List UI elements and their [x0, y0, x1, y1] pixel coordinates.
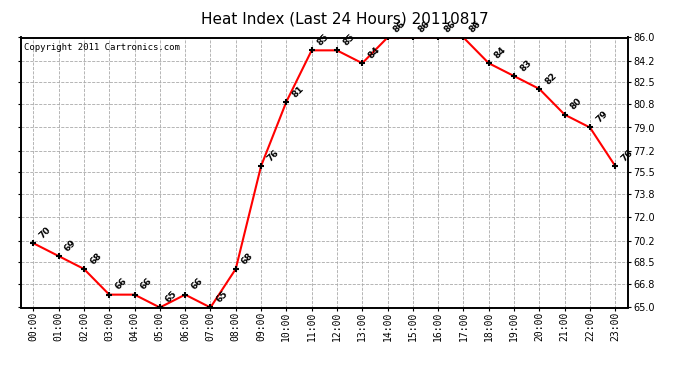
Text: 68: 68: [88, 251, 104, 266]
Text: 86: 86: [442, 20, 457, 35]
Text: 65: 65: [164, 290, 179, 305]
Text: 76: 76: [620, 148, 635, 163]
Text: 79: 79: [594, 110, 609, 125]
Text: 69: 69: [63, 238, 78, 253]
Text: 80: 80: [569, 97, 584, 112]
Text: 86: 86: [468, 20, 483, 35]
Text: 84: 84: [493, 45, 509, 60]
Text: 82: 82: [544, 71, 559, 86]
Text: 86: 86: [417, 20, 432, 35]
Text: 70: 70: [37, 225, 52, 240]
Text: 85: 85: [341, 32, 356, 48]
Text: 86: 86: [392, 20, 407, 35]
Text: 85: 85: [316, 32, 331, 48]
Text: 66: 66: [113, 277, 128, 292]
Text: 68: 68: [240, 251, 255, 266]
Text: 66: 66: [189, 277, 204, 292]
Text: Copyright 2011 Cartronics.com: Copyright 2011 Cartronics.com: [23, 43, 179, 52]
Text: Heat Index (Last 24 Hours) 20110817: Heat Index (Last 24 Hours) 20110817: [201, 11, 489, 26]
Text: 65: 65: [215, 290, 230, 305]
Text: 81: 81: [290, 84, 306, 99]
Text: 83: 83: [518, 58, 533, 73]
Text: 84: 84: [366, 45, 382, 60]
Text: 76: 76: [265, 148, 281, 163]
Text: 66: 66: [139, 277, 154, 292]
